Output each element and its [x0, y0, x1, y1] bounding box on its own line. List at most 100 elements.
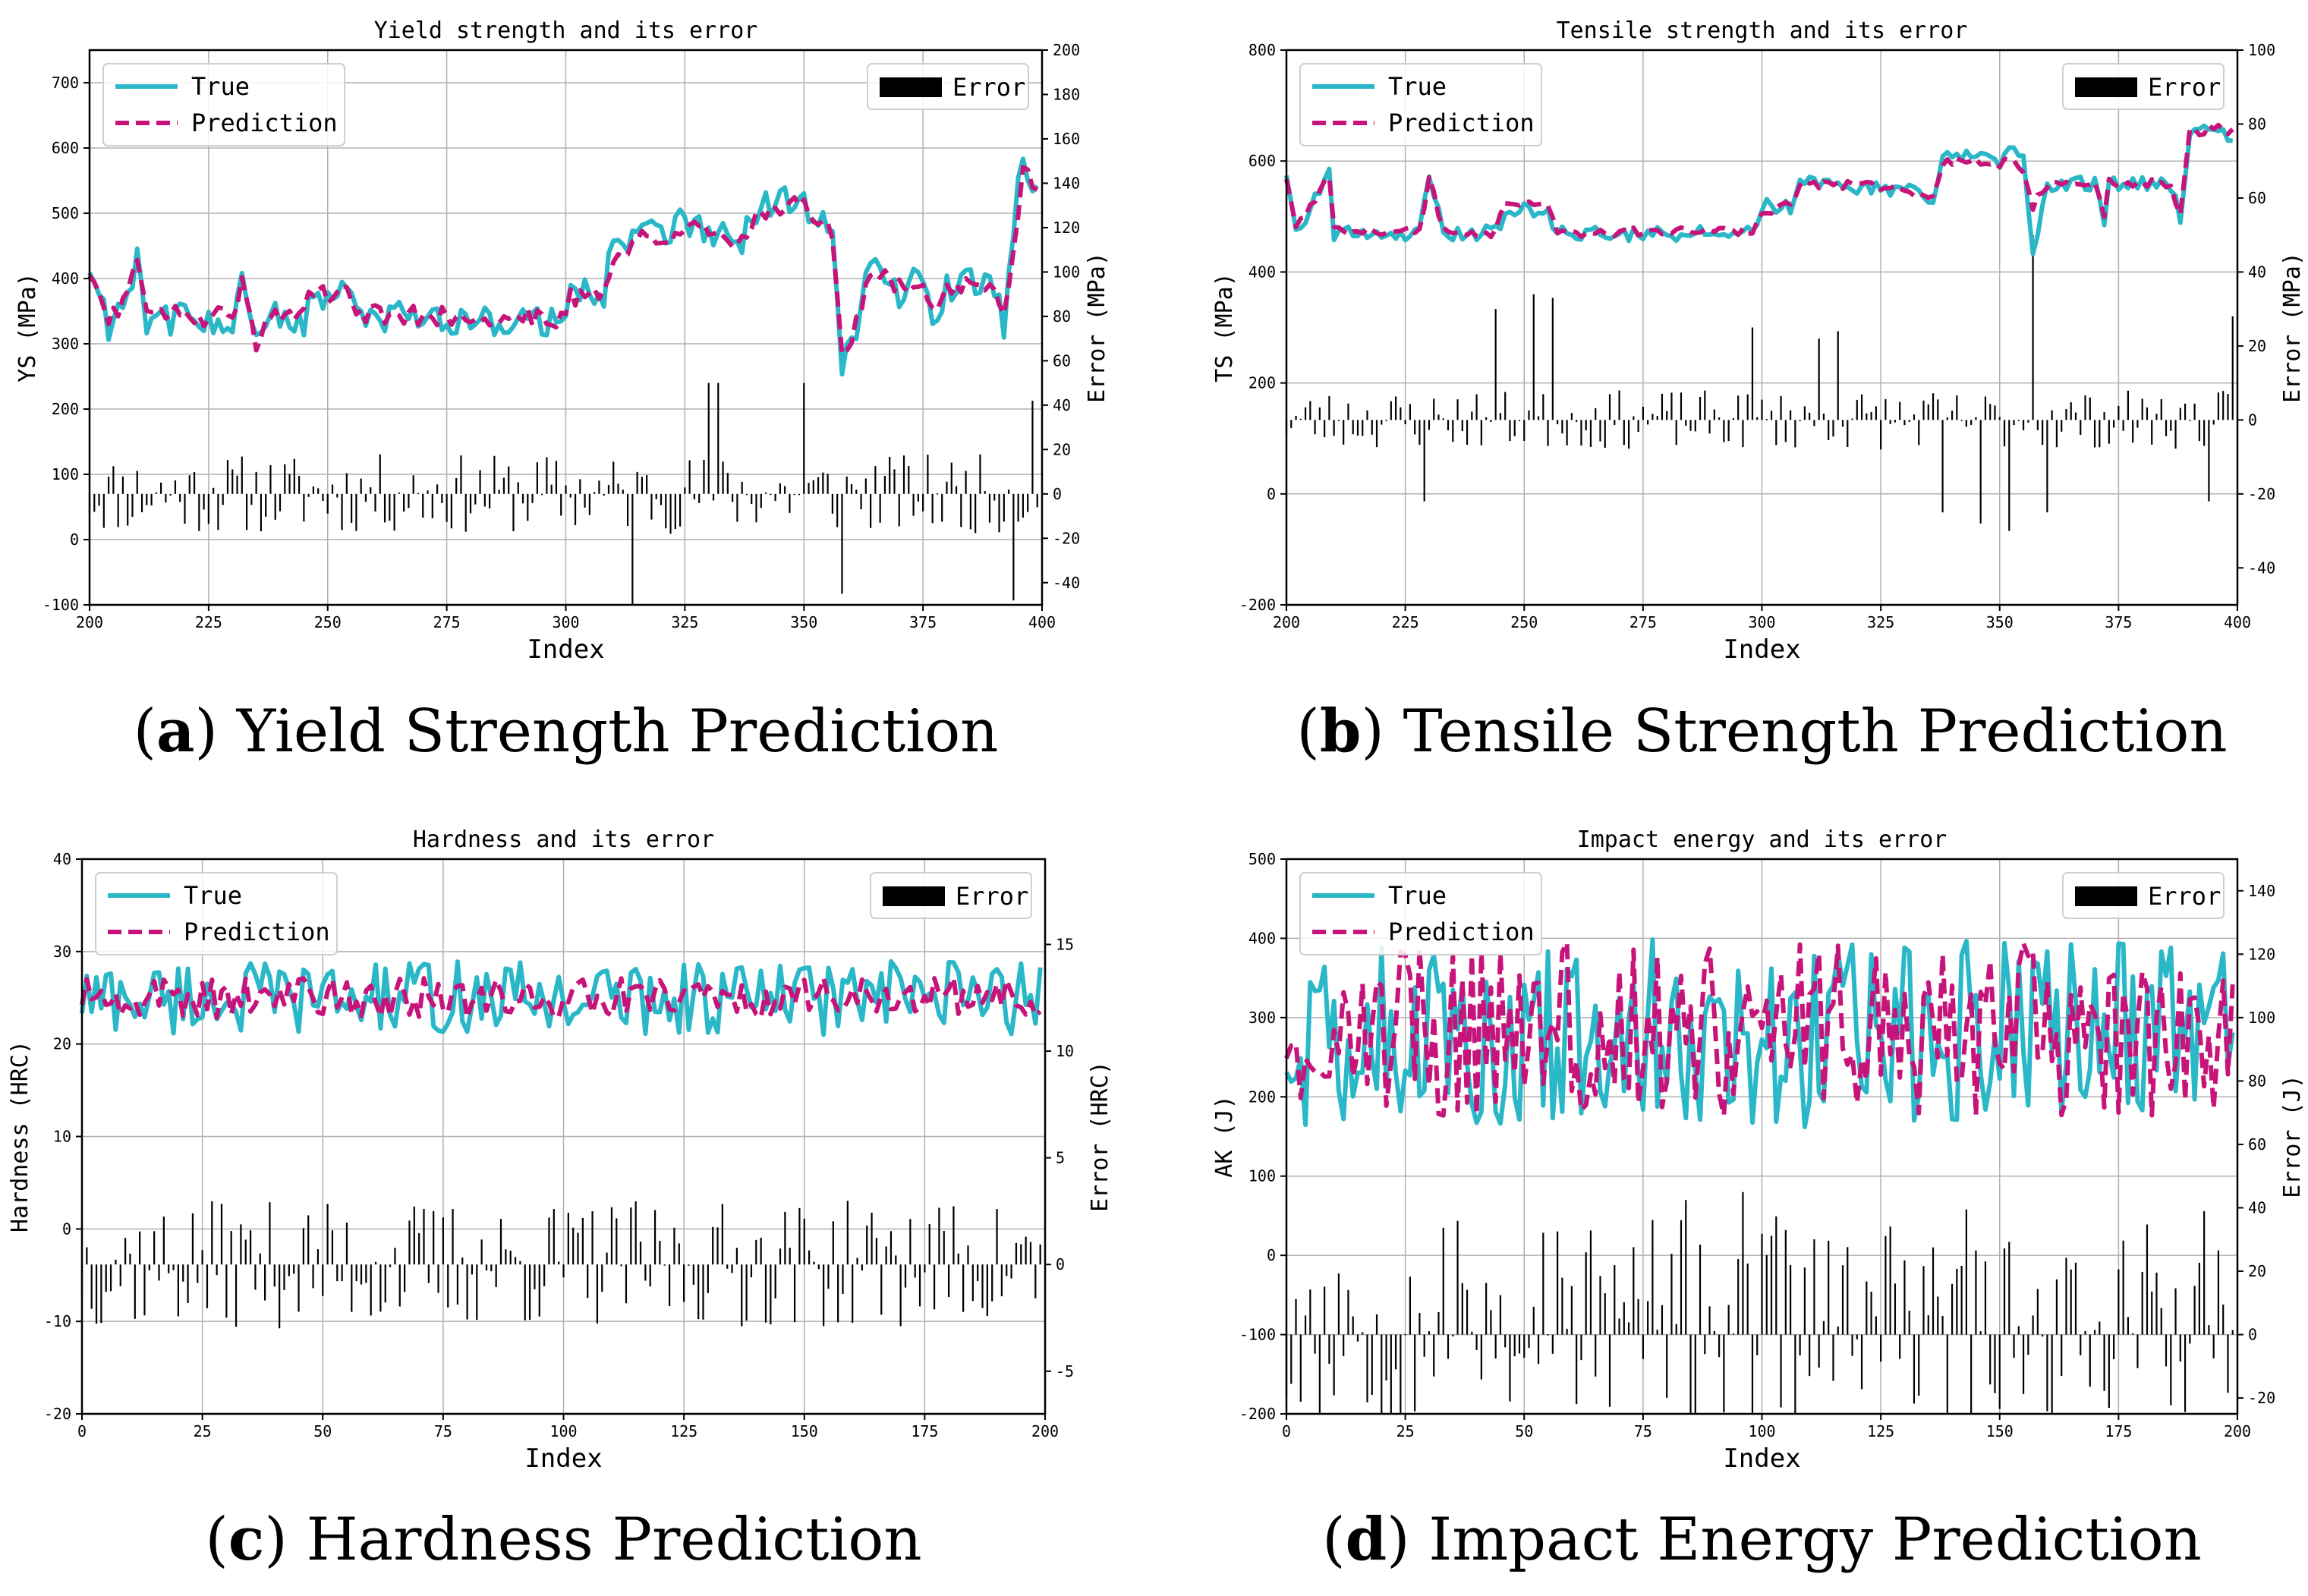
y2-axis-label: Error (MPa) — [1084, 252, 1110, 403]
error-bar — [1347, 1289, 1349, 1335]
error-bar — [703, 459, 705, 494]
error-bar — [1333, 1334, 1335, 1396]
error-bar — [1746, 394, 1749, 420]
error-bar — [2074, 412, 2077, 420]
x-tick-label: 50 — [313, 1422, 332, 1440]
error-bar — [917, 493, 919, 502]
error-bar — [852, 1264, 854, 1323]
error-bar — [355, 1264, 357, 1282]
error-bar — [1832, 420, 1834, 437]
error-bar — [1956, 1268, 1958, 1335]
error-bar — [1532, 294, 1535, 420]
error-bar — [562, 1264, 565, 1278]
x-tick-label: 250 — [314, 613, 342, 631]
error-bar — [2127, 390, 2130, 420]
y-tick-label: 400 — [1248, 929, 1276, 947]
error-bar — [153, 1231, 156, 1265]
error-bar — [293, 458, 295, 494]
error-bar — [1932, 1247, 1935, 1335]
error-bar — [160, 482, 162, 494]
error-bar — [2080, 420, 2082, 435]
legend-label-prediction: Prediction — [184, 918, 330, 946]
error-bar — [2203, 420, 2206, 446]
error-bar — [1318, 1334, 1321, 1414]
y-tick-label: 20 — [53, 1035, 71, 1053]
error-bar — [1499, 413, 1502, 420]
y2-tick-label: 60 — [1053, 351, 1071, 370]
error-bar — [480, 1239, 483, 1265]
error-bar — [2136, 420, 2139, 428]
error-bar — [1480, 420, 1482, 445]
error-bar — [941, 493, 943, 522]
error-bar — [2099, 420, 2101, 448]
x-tick-label: 100 — [1748, 1422, 1775, 1440]
error-bar — [489, 493, 491, 508]
y-tick-label: 0 — [70, 530, 79, 549]
error-bars — [80, 1201, 1041, 1329]
legend-label-error: Error — [2148, 73, 2221, 102]
error-bar — [1880, 420, 1882, 450]
error-bar — [601, 1264, 603, 1292]
error-bar — [2132, 1333, 2134, 1335]
series-line-prediction — [87, 165, 1039, 357]
y-tick-label: 200 — [1248, 374, 1276, 392]
series-line-true — [80, 959, 1043, 1037]
error-bar — [1913, 414, 1916, 420]
chart-title: Yield strength and its error — [374, 17, 758, 44]
error-bar — [254, 1264, 257, 1290]
error-bar — [341, 493, 343, 530]
error-bar — [446, 493, 448, 522]
error-bar — [312, 486, 315, 494]
error-bar — [965, 471, 967, 494]
error-bar — [817, 1264, 820, 1270]
caption-letter: d — [1346, 1505, 1387, 1574]
error-bar — [279, 1264, 281, 1329]
x-tick-label: 25 — [1396, 1422, 1415, 1440]
error-bar — [679, 493, 682, 527]
error-bar — [269, 464, 272, 494]
error-bar — [2170, 1334, 2172, 1406]
caption-text: Impact Energy Prediction — [1428, 1506, 2201, 1574]
error-bar — [384, 1264, 386, 1303]
error-bar — [1475, 394, 1478, 420]
error-bar — [936, 493, 939, 495]
error-bar — [831, 493, 833, 514]
error-bar — [265, 493, 267, 517]
error-bar — [1794, 1334, 1796, 1414]
error-bar — [2146, 407, 2149, 420]
error-bar — [1390, 1334, 1392, 1414]
x-tick-label: 200 — [2224, 1422, 2251, 1440]
error-bar — [2013, 1334, 2015, 1358]
error-bar — [770, 493, 772, 496]
error-bar — [1513, 420, 1516, 436]
error-bar — [2008, 420, 2010, 531]
error-bar — [1994, 1334, 1996, 1393]
error-bar — [967, 1245, 969, 1265]
y2-tick-label: 180 — [1053, 85, 1080, 103]
error-bar — [269, 1202, 271, 1265]
error-bar — [977, 1264, 979, 1281]
error-bar — [1946, 1334, 1948, 1414]
error-bar — [955, 486, 958, 494]
error-bar — [1504, 392, 1507, 420]
y2-tick-label: -40 — [1053, 574, 1080, 592]
error-bar — [177, 1264, 180, 1317]
error-bar — [1518, 1334, 1521, 1354]
error-bar — [1937, 399, 1939, 420]
error-bar — [322, 1264, 324, 1296]
error-bar — [1324, 420, 1326, 438]
error-bar — [127, 493, 129, 526]
error-bar — [603, 493, 605, 496]
error-bar — [502, 477, 505, 494]
error-bar — [1732, 1333, 1735, 1335]
legend-left: True Prediction — [102, 63, 345, 146]
error-bar — [832, 1221, 834, 1265]
error-bar — [403, 493, 405, 512]
error-bar — [1813, 420, 1815, 427]
error-bar — [808, 483, 810, 494]
error-bar — [789, 493, 791, 513]
error-bar — [914, 1264, 916, 1278]
error-bar — [1718, 1334, 1721, 1358]
error-bar — [2032, 235, 2034, 420]
error-bar — [2032, 1315, 2034, 1335]
